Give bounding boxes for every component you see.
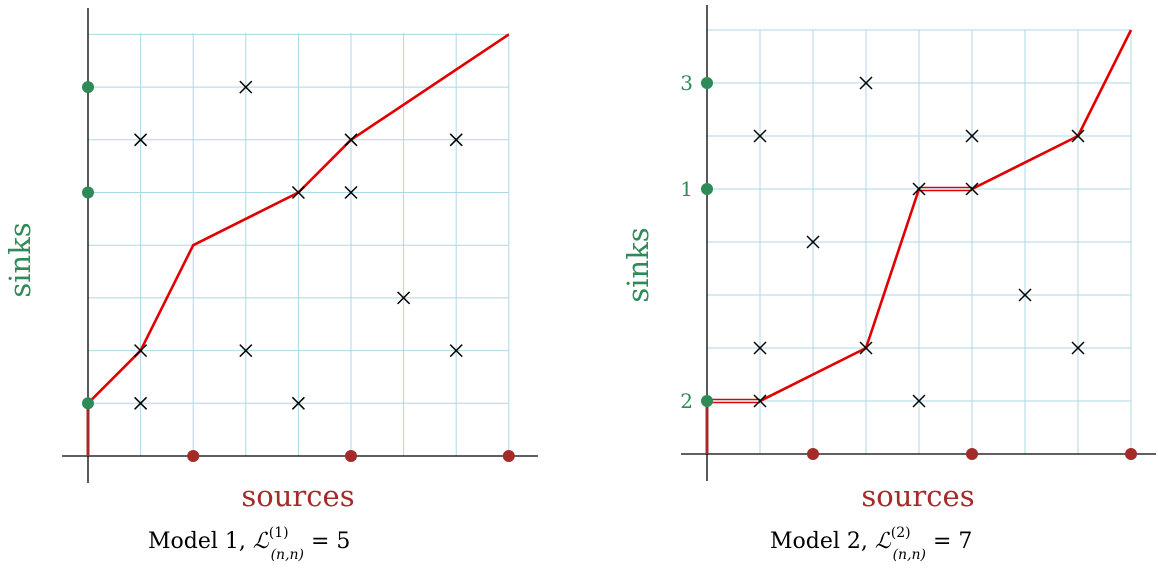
model-2-ylabel: sinks: [621, 227, 655, 302]
model-2-cross: [965, 182, 979, 196]
model-1-ylabel: sinks: [3, 222, 37, 297]
model-2-cross: [806, 235, 820, 249]
model-2-source-dot: [1125, 448, 1137, 460]
model-1-caption-superscript: (1): [269, 525, 289, 541]
model-1-cross: [239, 80, 253, 94]
model-2-caption-prefix: Model 2,: [770, 529, 875, 554]
model-1-caption: Model 1, ℒ(1) (n,n) = 5: [148, 525, 350, 563]
model-2-cross: [753, 129, 767, 143]
model-2-path-segment: [971, 134, 1079, 191]
model-1-cross: [397, 291, 411, 305]
model-1-cross: [291, 185, 305, 200]
model-2-cross: [1071, 129, 1085, 143]
model-1-cross: [449, 133, 463, 147]
model-2-cross: [912, 394, 926, 408]
model-2-path-segment: [759, 346, 867, 403]
model-2-caption-superscript: (2): [891, 525, 911, 541]
model-2-grid: [707, 29, 1132, 454]
model-2-path-segment: [1076, 29, 1133, 137]
model-1-caption-symbol: ℒ: [253, 529, 270, 554]
model-2-sink-dot: [701, 77, 713, 89]
model-1-cross: [344, 133, 358, 147]
model-1-caption-suffix: = 5: [304, 529, 350, 554]
model-1-xlabel: sources: [241, 479, 354, 513]
model-2-cross: [1071, 341, 1085, 355]
model-2-source-dot: [807, 448, 819, 460]
model-1-cross: [134, 344, 148, 358]
model-2-panel: 2 1 3 sinks sources Model 2, ℒ(2) (n,n) = 7: [621, 5, 1156, 563]
model-2-sinks: 2 1 3: [680, 71, 713, 413]
model-1-cross: [344, 185, 358, 200]
model-2-caption-suffix: = 7: [926, 529, 972, 554]
model-1-cross: [134, 133, 148, 147]
model-2-xlabel: sources: [861, 479, 974, 513]
model-2-caption: Model 2, ℒ(2) (n,n) = 7: [770, 525, 972, 563]
model-1-source-dot: [502, 450, 515, 462]
model-1-sink-dot: [82, 397, 94, 410]
model-1-sink-dot: [82, 81, 94, 94]
model-2-cross: [912, 182, 926, 196]
model-1-grid: [88, 33, 510, 456]
model-1-longest-path: [87, 33, 510, 405]
model-2-caption-symbol: ℒ: [875, 529, 892, 554]
model-1-source-dot: [345, 450, 357, 462]
model-1-crosses: [134, 80, 463, 410]
model-2-sink-dot: [701, 395, 713, 407]
model-2-source-dot: [966, 448, 978, 460]
model-2-sink-label: 1: [680, 177, 693, 201]
model-2-sink-dot: [701, 183, 713, 195]
model-2-path-segment: [864, 188, 921, 349]
model-1-sink-dot: [82, 186, 94, 199]
model-1-caption-subscript: (n,n): [271, 547, 304, 563]
model-2-cross: [753, 394, 767, 408]
model-2-cross: [1018, 288, 1032, 302]
model-2-cross: [753, 341, 767, 355]
model-1-sinks: [82, 81, 94, 410]
model-2-cross: [859, 341, 873, 355]
model-2-cross: [965, 129, 979, 143]
model-2-sink-label: 3: [680, 71, 693, 95]
model-2-double-segments: [707, 186, 972, 404]
model-2-crosses: [753, 76, 1085, 408]
model-1-caption-prefix: Model 1,: [148, 529, 253, 554]
model-1-cross: [134, 396, 148, 410]
model-1-panel: sinks sources Model 1, ℒ(1) (n,n) = 5: [3, 8, 538, 563]
model-2-cross: [859, 76, 873, 90]
model-2-sources: [807, 448, 1137, 460]
model-1-cross: [239, 344, 253, 358]
model-1-cross: [291, 396, 305, 410]
model-1-cross: [449, 344, 463, 358]
model-1-source-dot: [187, 450, 200, 462]
model-2-caption-subscript: (n,n): [893, 547, 926, 563]
model-1-sources: [187, 450, 515, 462]
model-2-sink-label: 2: [680, 389, 693, 413]
